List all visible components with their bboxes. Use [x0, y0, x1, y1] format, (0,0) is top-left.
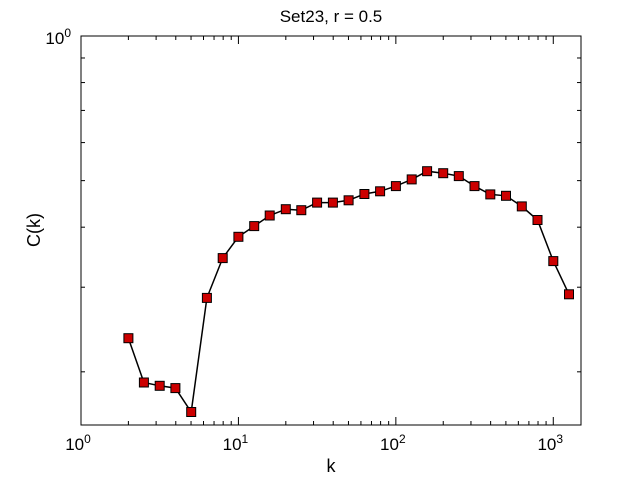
- data-point-10: [280, 204, 291, 215]
- data-point-27: [548, 256, 559, 267]
- data-point-26: [532, 215, 543, 225]
- chart-title: Set23, r = 0.5: [280, 7, 383, 26]
- data-point-1: [138, 377, 149, 388]
- plot-area: [80, 35, 582, 426]
- x-axis-label: k: [327, 456, 337, 476]
- data-point-17: [390, 181, 401, 192]
- x-tick-label-1: 100: [65, 432, 91, 454]
- y-tick-label-1: 100: [45, 26, 71, 48]
- data-point-13: [327, 197, 338, 208]
- data-point-22: [469, 181, 480, 192]
- data-point-24: [501, 190, 511, 201]
- x-tick-label-10: 101: [223, 432, 249, 454]
- data-point-0: [123, 333, 134, 344]
- data-point-25: [516, 201, 527, 212]
- axis-ticks: [80, 36, 581, 425]
- data-point-14: [343, 195, 354, 206]
- data-point-7: [233, 231, 244, 242]
- x-tick-label-100: 102: [380, 432, 406, 454]
- data-point-16: [375, 186, 386, 197]
- data-points: [123, 166, 574, 417]
- data-point-12: [312, 197, 323, 208]
- data-point-6: [217, 253, 228, 264]
- y-axis-label: C(k): [24, 213, 44, 247]
- data-point-28: [564, 289, 574, 300]
- data-point-3: [170, 383, 181, 394]
- data-point-23: [485, 189, 496, 200]
- data-point-9: [264, 210, 275, 221]
- x-tick-label-1000: 103: [537, 432, 563, 454]
- data-point-4: [186, 407, 197, 417]
- tick-labels: 100 101 102 103 100: [45, 26, 563, 454]
- data-point-2: [154, 380, 165, 391]
- data-point-19: [422, 166, 433, 177]
- data-point-5: [201, 292, 212, 303]
- data-point-11: [296, 205, 307, 216]
- data-point-8: [249, 221, 260, 232]
- data-point-15: [359, 189, 370, 199]
- data-point-18: [406, 174, 417, 185]
- data-point-21: [453, 171, 464, 182]
- data-point-20: [438, 168, 449, 179]
